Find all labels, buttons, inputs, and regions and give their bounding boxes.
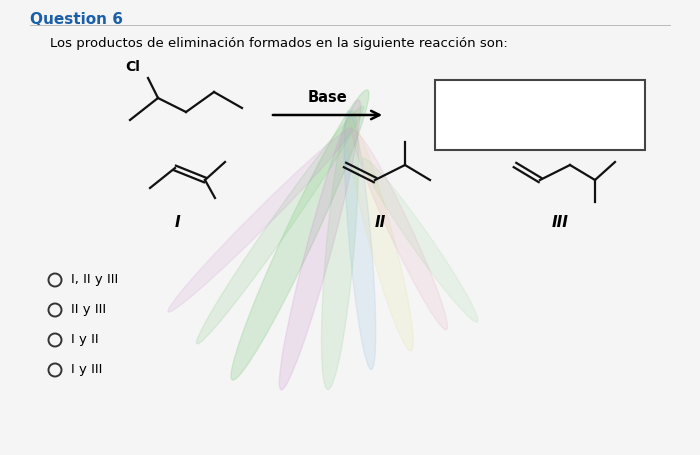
Ellipse shape: [197, 106, 363, 344]
Ellipse shape: [362, 158, 478, 322]
Text: Base: Base: [307, 90, 347, 105]
Text: Cl: Cl: [125, 60, 140, 74]
Text: II: II: [374, 215, 386, 230]
Text: III: III: [552, 215, 568, 230]
Text: I y III: I y III: [71, 364, 102, 376]
Bar: [435, 80, 645, 150]
Ellipse shape: [344, 111, 376, 369]
Ellipse shape: [231, 90, 369, 380]
Ellipse shape: [353, 130, 447, 330]
Ellipse shape: [279, 100, 360, 390]
Ellipse shape: [321, 111, 358, 389]
Text: I, II y III: I, II y III: [71, 273, 118, 287]
Text: Los productos de eliminación formados en la siguiente reacción son:: Los productos de eliminación formados en…: [50, 37, 508, 50]
Text: Question 6: Question 6: [30, 12, 123, 27]
Ellipse shape: [346, 119, 413, 351]
Ellipse shape: [168, 128, 352, 312]
Text: I: I: [174, 215, 180, 230]
Text: I y II: I y II: [71, 334, 99, 347]
Text: II y III: II y III: [71, 303, 106, 317]
